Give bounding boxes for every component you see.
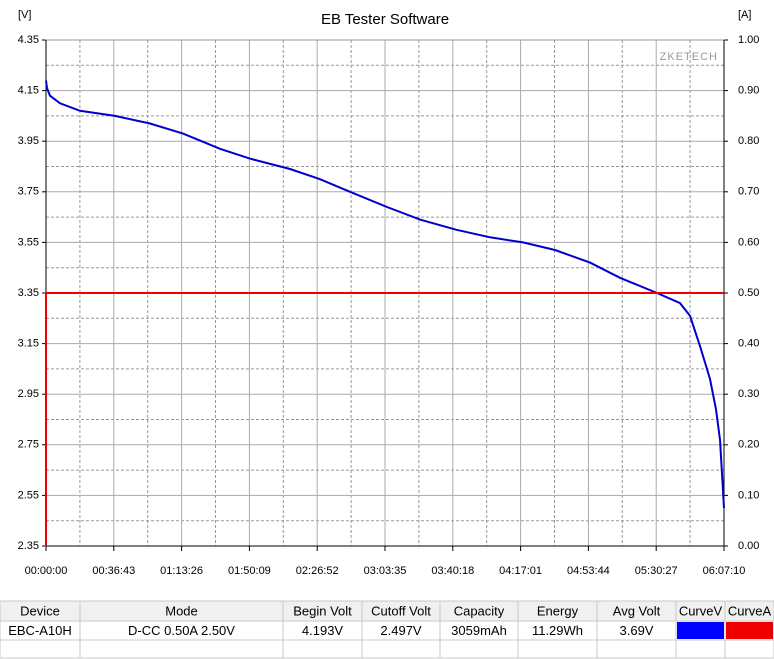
- y2-tick-label: 0.50: [738, 287, 759, 299]
- y-tick-label: 3.55: [18, 236, 39, 248]
- table-header: CurveA: [728, 603, 772, 618]
- x-tick-label: 04:17:01: [499, 565, 542, 577]
- x-tick-label: 03:40:18: [431, 565, 474, 577]
- table-cell: D-CC 0.50A 2.50V: [128, 623, 235, 638]
- x-tick-label: 03:03:35: [364, 565, 407, 577]
- y2-tick-label: 0.90: [738, 85, 759, 97]
- table-cell: 4.193V: [302, 623, 344, 638]
- x-tick-label: 01:50:09: [228, 565, 271, 577]
- table-header: Mode: [165, 603, 198, 618]
- x-tick-label: 06:07:10: [703, 565, 746, 577]
- table-cell: EBC-A10H: [8, 623, 72, 638]
- series-line: [45, 80, 725, 509]
- watermark: ZKETECH: [660, 51, 718, 63]
- table-header: Avg Volt: [613, 603, 661, 618]
- y-tick-label: 2.75: [18, 439, 39, 451]
- x-tick-label: 01:13:26: [160, 565, 203, 577]
- table-header: Energy: [537, 603, 579, 618]
- x-tick-label: 00:36:43: [92, 565, 135, 577]
- table-header: CurveV: [679, 603, 723, 618]
- y-tick-label: 3.95: [18, 135, 39, 147]
- y2-tick-label: 0.80: [738, 135, 759, 147]
- y-tick-label: 4.15: [18, 85, 39, 97]
- x-tick-label: 04:53:44: [567, 565, 610, 577]
- table-header: Device: [20, 603, 60, 618]
- y2-tick-label: 0.60: [738, 236, 759, 248]
- table-header: Cutoff Volt: [371, 603, 431, 618]
- y-tick-label: 2.95: [18, 388, 39, 400]
- y-tick-label: 3.35: [18, 287, 39, 299]
- y-tick-label: 3.15: [18, 338, 39, 350]
- y-axis-label: [V]: [18, 9, 31, 21]
- table-cell: 2.497V: [380, 623, 422, 638]
- y-tick-label: 2.55: [18, 489, 39, 501]
- curve-color-swatch: [726, 622, 773, 639]
- x-tick-label: 05:30:27: [635, 565, 678, 577]
- table-cell: 11.29Wh: [532, 623, 583, 638]
- y-tick-label: 3.75: [18, 186, 39, 198]
- table-header: Begin Volt: [293, 603, 352, 618]
- y2-tick-label: 0.00: [738, 540, 759, 552]
- y2-axis-label: [A]: [738, 9, 751, 21]
- y2-tick-label: 0.30: [738, 388, 759, 400]
- table-header: Capacity: [454, 603, 505, 618]
- y-tick-label: 4.35: [18, 34, 39, 46]
- y-tick-label: 2.35: [18, 540, 39, 552]
- curve-color-swatch: [677, 622, 724, 639]
- y2-tick-label: 1.00: [738, 34, 759, 46]
- x-tick-label: 00:00:00: [25, 565, 68, 577]
- table-header-bg: [0, 601, 774, 621]
- x-tick-label: 02:26:52: [296, 565, 339, 577]
- y2-tick-label: 0.40: [738, 338, 759, 350]
- chart-title: EB Tester Software: [321, 11, 449, 28]
- y2-tick-label: 0.10: [738, 489, 759, 501]
- table-cell: 3059mAh: [451, 623, 507, 638]
- y2-tick-label: 0.20: [738, 439, 759, 451]
- y2-tick-label: 0.70: [738, 186, 759, 198]
- series-line: [45, 292, 724, 546]
- table-cell: 3.69V: [620, 623, 654, 638]
